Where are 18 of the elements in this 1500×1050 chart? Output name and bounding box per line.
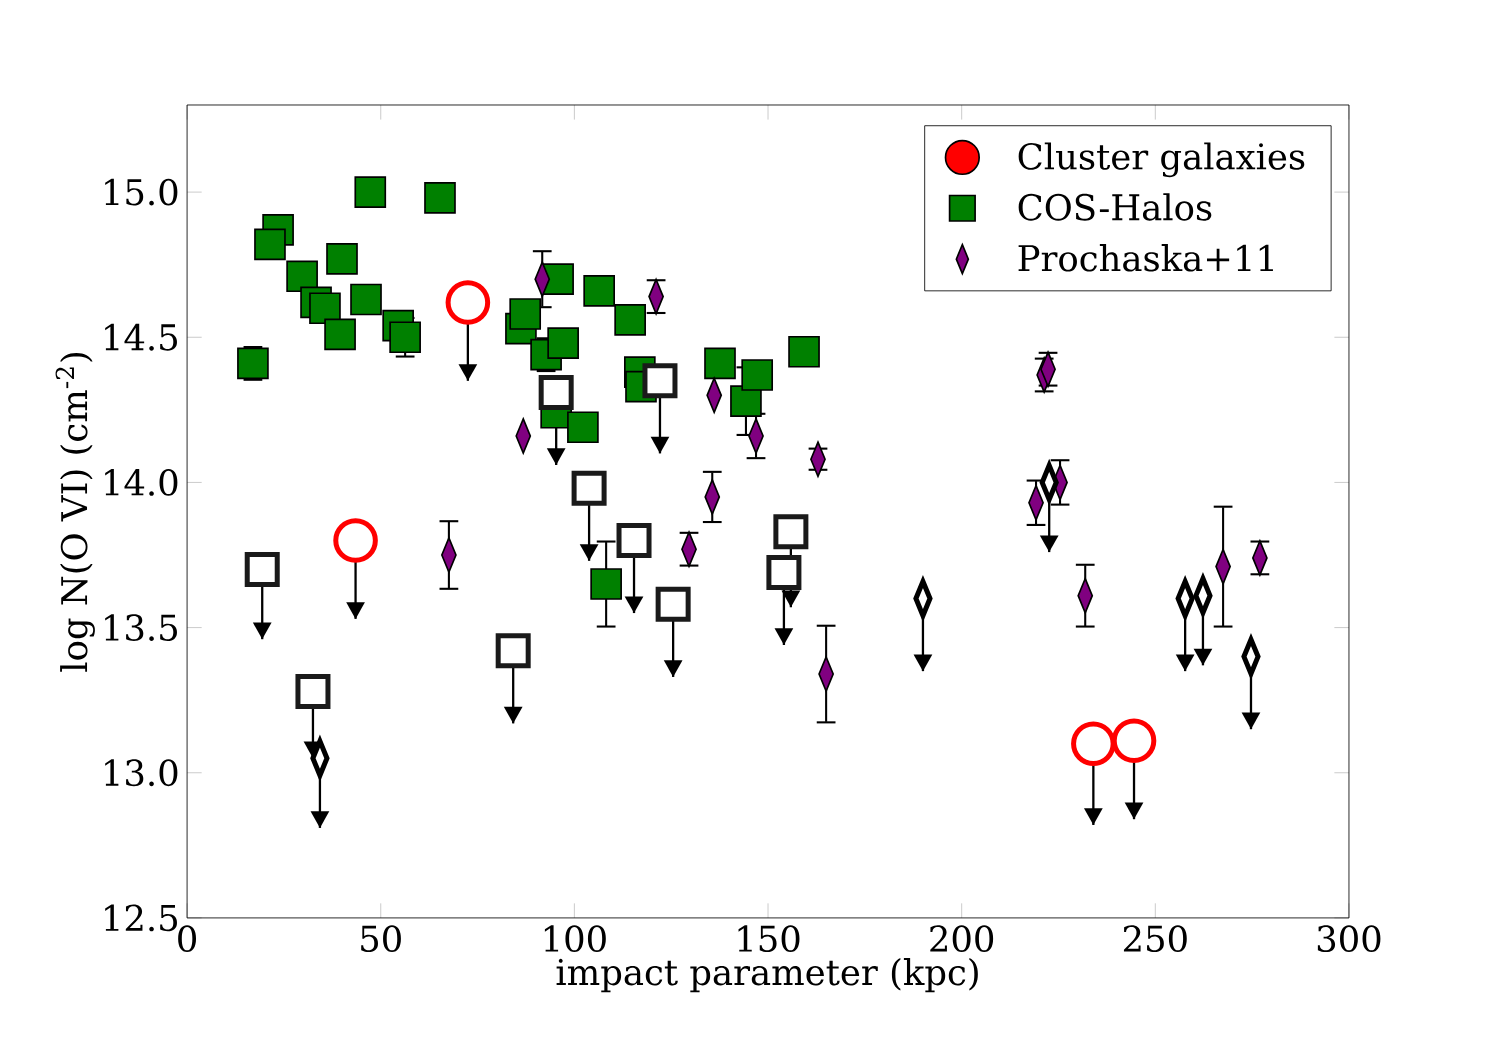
y-tick-label: 14.0 — [105, 469, 178, 496]
x-tick-label: 200 — [930, 925, 994, 953]
x-tick-label: 100 — [544, 925, 606, 953]
y-tick-label: 13.5 — [105, 614, 177, 641]
y-tick-label: 12.5 — [105, 904, 177, 932]
legend-label: Cluster galaxies — [1018, 142, 1305, 178]
legend-label: Prochaska+11 — [1018, 244, 1273, 272]
y-axis-title: log N(O VI) (cm$^{-2}$) — [55, 352, 95, 672]
x-tick-label: 50 — [361, 925, 401, 953]
x-tick-label: 250 — [1123, 925, 1187, 953]
x-axis-title: impact parameter (kpc) — [556, 958, 978, 993]
x-tick-label: 150 — [738, 925, 800, 953]
y-tick-label: 15.0 — [105, 178, 178, 206]
x-tick-label: 0 — [178, 925, 197, 953]
legend-label: COS-Halos — [1018, 193, 1212, 221]
y-tick-label: 14.5 — [105, 323, 177, 351]
y-tick-label: 13.0 — [105, 759, 178, 787]
x-tick-label: 300 — [1317, 925, 1381, 953]
